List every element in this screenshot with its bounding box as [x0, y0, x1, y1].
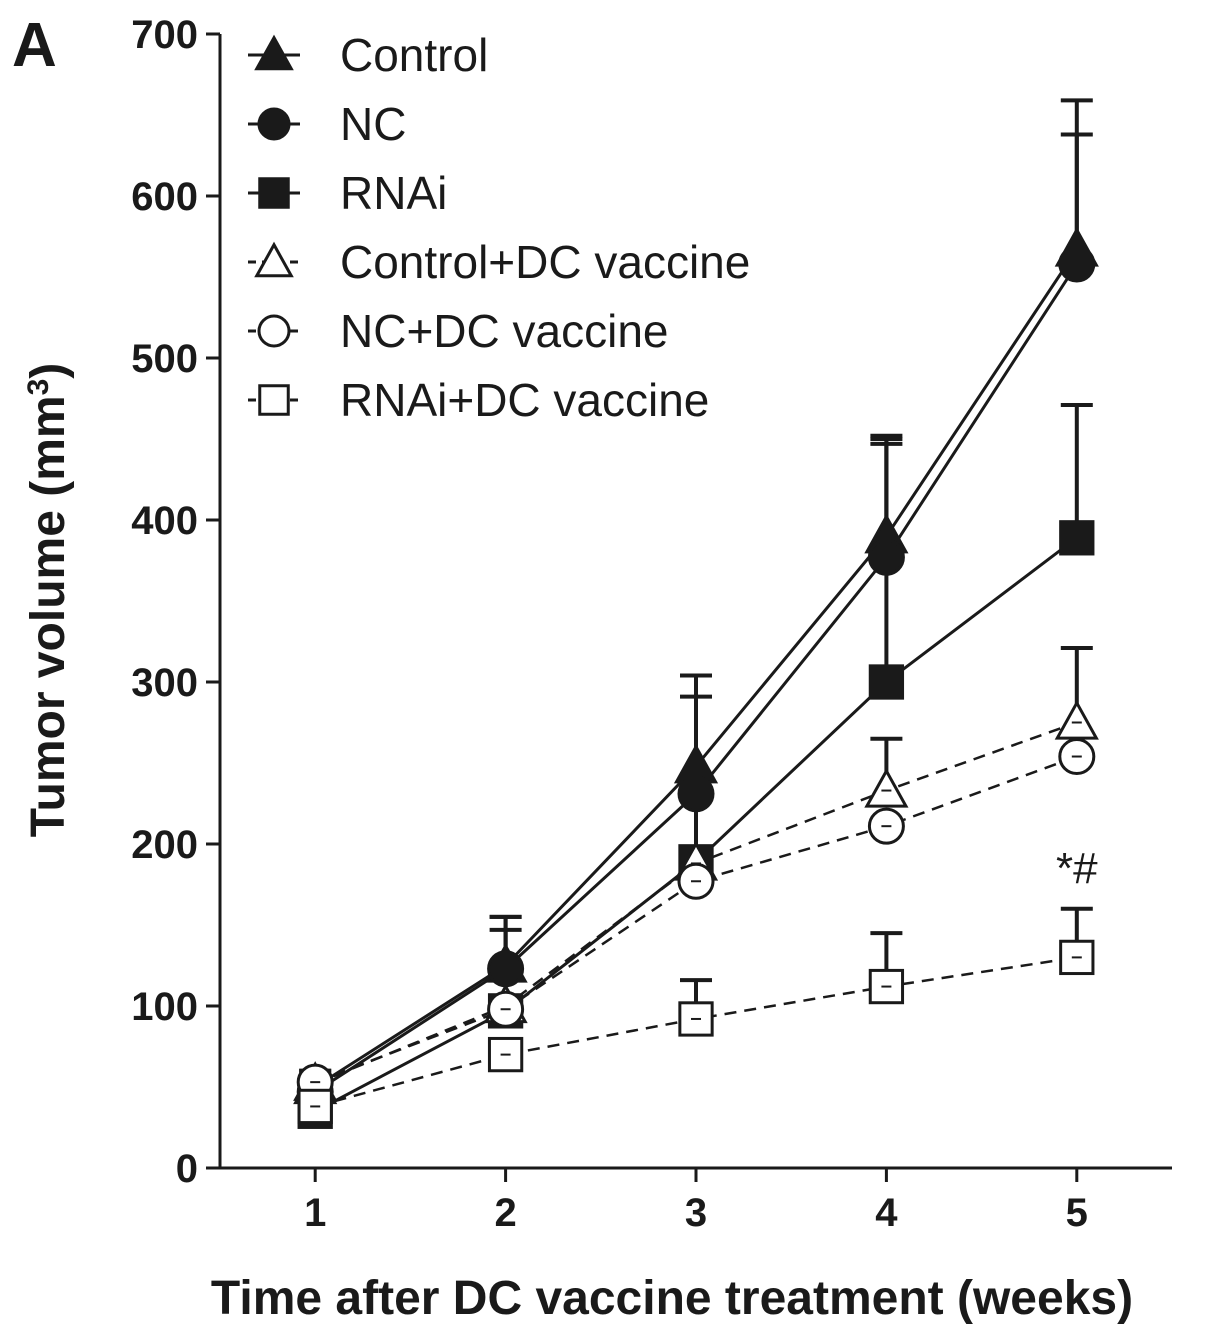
- legend-marker-nc: [257, 107, 291, 141]
- data-point-nc: [487, 950, 525, 988]
- y-axis-title: Tumor volume (mm3): [22, 363, 76, 838]
- y-tick-label: 100: [131, 985, 198, 1029]
- y-axis-title-close: ): [22, 363, 75, 379]
- y-tick-label: 200: [131, 823, 198, 867]
- data-point-nc: [1058, 245, 1096, 283]
- panel-label: A: [12, 11, 57, 80]
- y-tick-label: 400: [131, 499, 198, 543]
- legend-marker-control-dc-vaccine: [254, 241, 294, 278]
- x-tick-label: 3: [685, 1191, 707, 1235]
- y-axis-title-main: Tumor volume (mm: [22, 395, 75, 837]
- x-tick-label: 1: [304, 1191, 326, 1235]
- data-point-nc: [867, 538, 905, 576]
- plot-area: 0 100 200 300 400 500 600 700 1 2 3 4 5 *#: [131, 13, 1172, 1235]
- legend-label-rnai-dc-vaccine: RNAi+DC vaccine: [340, 374, 709, 426]
- legend-label-rnai: RNAi: [340, 167, 447, 219]
- y-tick-label: 700: [131, 13, 198, 57]
- data-point-control-dc-vaccine: [864, 767, 909, 808]
- x-tick-label: 4: [875, 1191, 898, 1235]
- y-tick-label: 500: [131, 337, 198, 381]
- legend-label-control-dc-vaccine: Control+DC vaccine: [340, 236, 750, 288]
- legend-label-nc: NC: [340, 98, 406, 150]
- legend-label-control: Control: [340, 29, 488, 81]
- legend: Control NC RNAi Control+DC vaccine NC+DC vac…: [248, 29, 750, 426]
- legend-marker-control: [254, 34, 294, 71]
- x-tick-label: 5: [1066, 1191, 1088, 1235]
- x-tick-label: 2: [494, 1191, 516, 1235]
- data-point-nc: [677, 775, 715, 813]
- legend-marker-rnai-dc-vaccine: [258, 384, 290, 416]
- legend-marker-rnai: [258, 177, 290, 209]
- y-axis-title-superscript: 3: [22, 379, 55, 396]
- data-point-control-dc-vaccine: [1054, 699, 1099, 740]
- legend-marker-nc-dc-vaccine: [257, 314, 291, 348]
- y-tick-label: 600: [131, 175, 198, 219]
- x-axis-title: Time after DC vaccine treatment (weeks): [211, 1272, 1133, 1325]
- significance-annotation: *#: [1056, 844, 1098, 893]
- y-tick-label: 0: [176, 1147, 198, 1191]
- data-point-rnai: [868, 664, 905, 700]
- legend-label-nc-dc-vaccine: NC+DC vaccine: [340, 305, 669, 357]
- y-tick-label: 300: [131, 661, 198, 705]
- data-point-rnai: [1059, 520, 1095, 556]
